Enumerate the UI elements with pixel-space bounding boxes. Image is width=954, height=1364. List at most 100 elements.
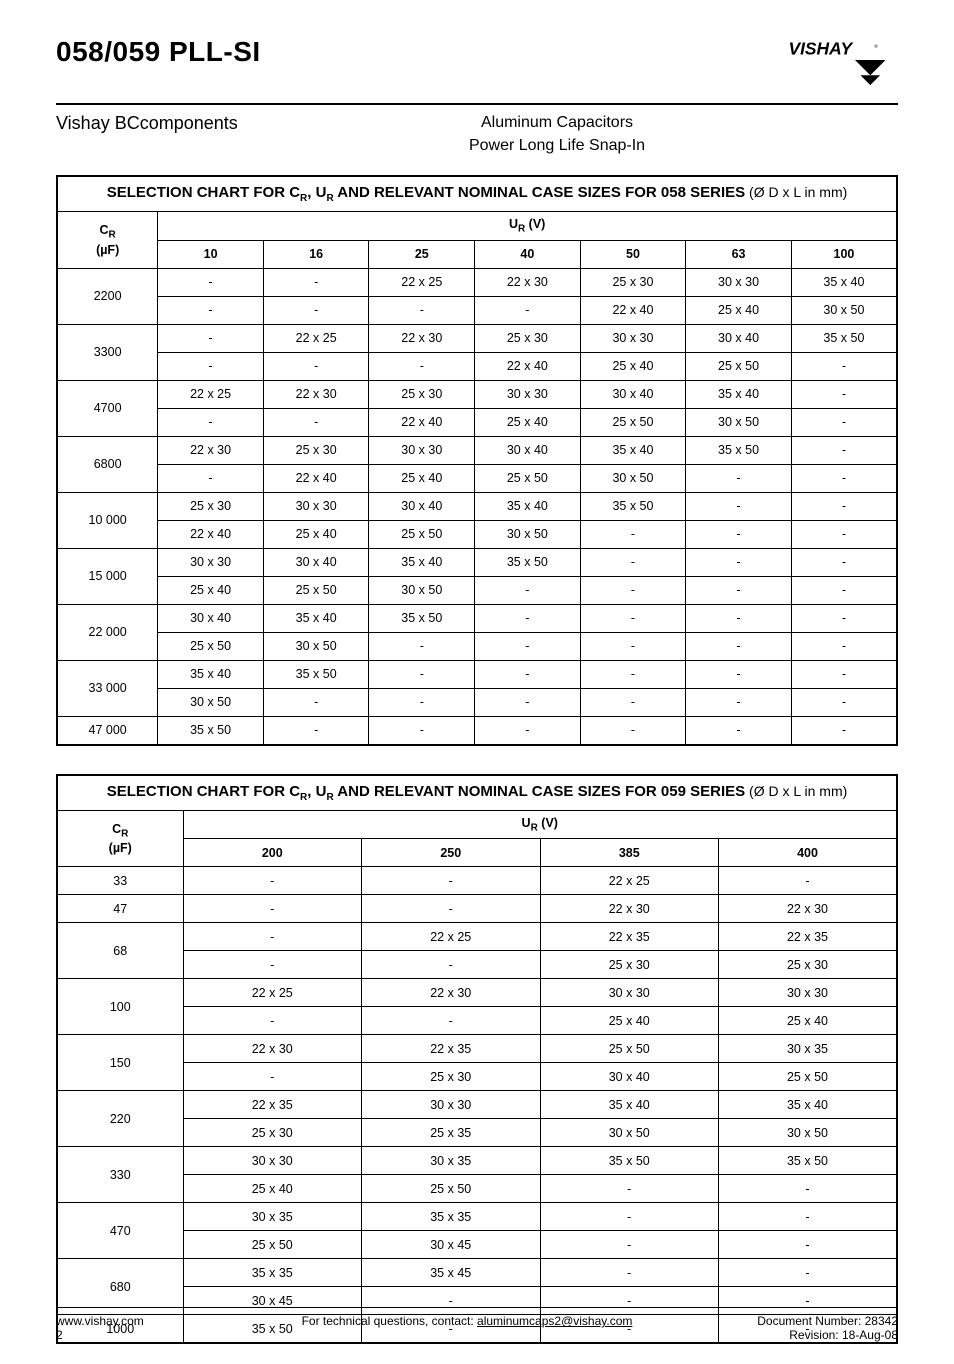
- data-cell: -: [686, 520, 792, 548]
- data-cell: -: [580, 520, 686, 548]
- row-header: 33: [57, 867, 183, 895]
- data-cell: -: [475, 660, 581, 688]
- data-cell: 30 x 50: [263, 632, 369, 660]
- data-cell: -: [475, 296, 581, 324]
- data-cell: -: [791, 520, 897, 548]
- data-cell: 25 x 40: [475, 408, 581, 436]
- data-cell: 22 x 40: [158, 520, 264, 548]
- data-cell: 30 x 30: [540, 979, 719, 1007]
- data-cell: -: [158, 408, 264, 436]
- data-cell: 35 x 40: [540, 1091, 719, 1119]
- data-cell: 35 x 40: [369, 548, 475, 576]
- col-header: 250: [362, 839, 541, 867]
- data-cell: 30 x 30: [686, 268, 792, 296]
- data-cell: -: [263, 296, 369, 324]
- data-cell: 30 x 50: [686, 408, 792, 436]
- data-cell: 25 x 40: [183, 1175, 362, 1203]
- data-cell: -: [791, 464, 897, 492]
- data-cell: 22 x 40: [369, 408, 475, 436]
- data-cell: -: [183, 923, 362, 951]
- data-cell: -: [580, 632, 686, 660]
- data-cell: 22 x 30: [362, 979, 541, 1007]
- col-header: 400: [719, 839, 898, 867]
- data-cell: 25 x 30: [580, 268, 686, 296]
- footer-rev: Revision: 18-Aug-08: [678, 1328, 898, 1342]
- row-header-label: CR(µF): [57, 212, 158, 269]
- data-cell: -: [719, 1287, 898, 1315]
- data-cell: -: [158, 268, 264, 296]
- data-cell: 30 x 45: [183, 1287, 362, 1315]
- data-cell: -: [369, 352, 475, 380]
- data-cell: 22 x 30: [183, 1035, 362, 1063]
- data-cell: 30 x 45: [362, 1231, 541, 1259]
- data-cell: 22 x 25: [369, 268, 475, 296]
- table-caption: SELECTION CHART FOR CR, UR AND RELEVANT …: [57, 176, 897, 212]
- col-superheader: UR (V): [183, 810, 897, 839]
- data-cell: -: [369, 632, 475, 660]
- data-cell: 30 x 30: [369, 436, 475, 464]
- row-header: 68: [57, 923, 183, 979]
- col-header: 40: [475, 240, 581, 268]
- data-cell: 35 x 50: [719, 1147, 898, 1175]
- data-cell: 30 x 30: [719, 979, 898, 1007]
- data-cell: 30 x 40: [369, 492, 475, 520]
- table-059: SELECTION CHART FOR CR, UR AND RELEVANT …: [56, 774, 898, 1345]
- data-cell: -: [580, 660, 686, 688]
- data-cell: 25 x 50: [183, 1231, 362, 1259]
- page-header: 058/059 PLL-SI VISHAY ®: [56, 36, 898, 99]
- col-header: 200: [183, 839, 362, 867]
- data-cell: 30 x 35: [183, 1203, 362, 1231]
- data-cell: 35 x 45: [362, 1259, 541, 1287]
- center-line-1: Aluminum Capacitors: [336, 111, 778, 134]
- data-cell: -: [580, 576, 686, 604]
- data-cell: 25 x 50: [686, 352, 792, 380]
- data-cell: -: [719, 867, 898, 895]
- data-cell: 22 x 30: [719, 895, 898, 923]
- data-cell: -: [183, 895, 362, 923]
- data-cell: -: [580, 548, 686, 576]
- data-cell: 22 x 35: [719, 923, 898, 951]
- col-header: 63: [686, 240, 792, 268]
- row-header: 150: [57, 1035, 183, 1091]
- data-cell: 30 x 50: [475, 520, 581, 548]
- data-cell: 30 x 50: [719, 1119, 898, 1147]
- data-cell: 25 x 50: [580, 408, 686, 436]
- data-cell: 30 x 30: [362, 1091, 541, 1119]
- data-cell: -: [686, 632, 792, 660]
- row-header: 3300: [57, 324, 158, 380]
- data-cell: -: [719, 1203, 898, 1231]
- data-cell: -: [362, 1007, 541, 1035]
- data-cell: 22 x 30: [540, 895, 719, 923]
- table-058-wrap: SELECTION CHART FOR CR, UR AND RELEVANT …: [56, 175, 898, 746]
- data-cell: 30 x 40: [475, 436, 581, 464]
- data-cell: -: [369, 716, 475, 745]
- data-cell: -: [686, 576, 792, 604]
- row-header: 220: [57, 1091, 183, 1147]
- data-cell: -: [362, 895, 541, 923]
- col-superheader: UR (V): [158, 212, 897, 241]
- row-header: 47 000: [57, 716, 158, 745]
- data-cell: -: [369, 688, 475, 716]
- data-cell: 30 x 35: [362, 1147, 541, 1175]
- data-cell: 25 x 35: [362, 1119, 541, 1147]
- data-cell: 30 x 30: [183, 1147, 362, 1175]
- data-cell: 25 x 40: [158, 576, 264, 604]
- footer-right: Document Number: 28342 Revision: 18-Aug-…: [678, 1314, 898, 1342]
- data-cell: -: [158, 296, 264, 324]
- data-cell: -: [791, 632, 897, 660]
- data-cell: 22 x 35: [362, 1035, 541, 1063]
- data-cell: 22 x 35: [183, 1091, 362, 1119]
- center-line-2: Power Long Life Snap-In: [336, 134, 778, 157]
- header-left: 058/059 PLL-SI: [56, 36, 336, 68]
- data-cell: 22 x 30: [263, 380, 369, 408]
- col-header: 385: [540, 839, 719, 867]
- col-header: 100: [791, 240, 897, 268]
- data-cell: 22 x 25: [183, 979, 362, 1007]
- row-header: 330: [57, 1147, 183, 1203]
- data-cell: -: [791, 492, 897, 520]
- document-title: 058/059 PLL-SI: [56, 36, 336, 68]
- data-cell: -: [263, 408, 369, 436]
- data-cell: -: [791, 408, 897, 436]
- data-cell: 22 x 40: [580, 296, 686, 324]
- data-cell: -: [686, 492, 792, 520]
